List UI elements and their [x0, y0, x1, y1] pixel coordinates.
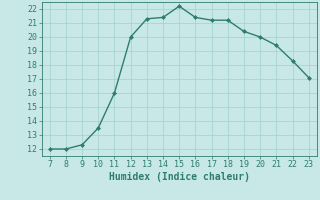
X-axis label: Humidex (Indice chaleur): Humidex (Indice chaleur)	[109, 172, 250, 182]
